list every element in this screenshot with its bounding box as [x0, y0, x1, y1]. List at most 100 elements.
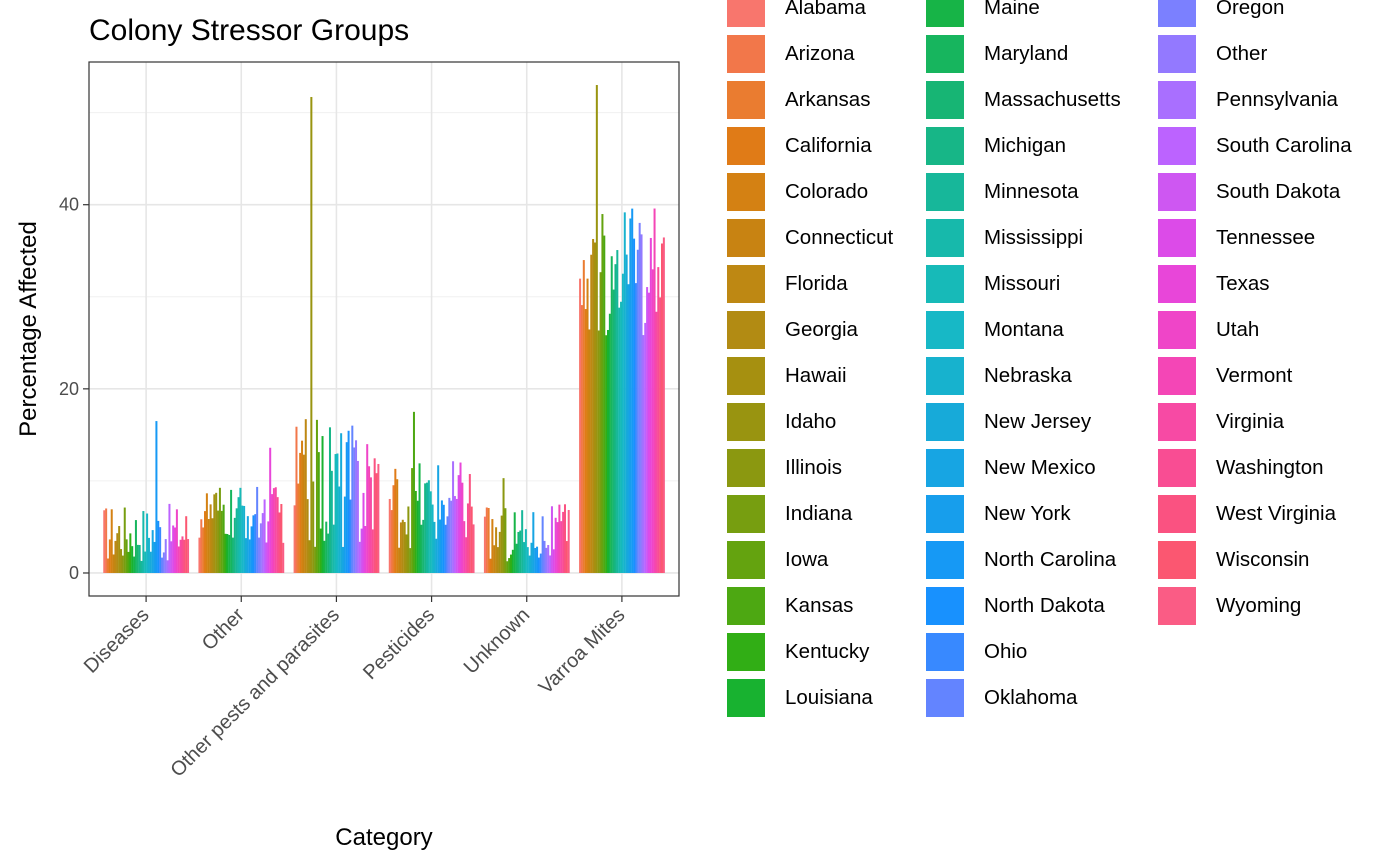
bar [528, 555, 531, 573]
legend-swatch [726, 356, 766, 396]
bar [116, 533, 119, 573]
bar [332, 524, 335, 573]
bar [340, 433, 343, 573]
legend-item: Vermont [1157, 353, 1292, 399]
bar [112, 554, 115, 573]
bar [151, 530, 154, 573]
legend-label: Wyoming [1216, 594, 1302, 617]
legend-swatch [1157, 0, 1197, 28]
bar [610, 256, 613, 573]
bar [411, 468, 414, 573]
bar [179, 539, 182, 573]
legend-swatch [1157, 494, 1197, 534]
legend-item: Ohio [925, 629, 1027, 675]
bar [319, 528, 322, 573]
bar [103, 510, 106, 573]
legend-label: North Dakota [984, 594, 1105, 617]
bar [263, 499, 266, 573]
bar [272, 488, 275, 573]
bar [603, 235, 606, 573]
bar [250, 526, 253, 573]
bar [590, 254, 593, 573]
y-tick-label: 0 [69, 563, 79, 583]
y-tick-label: 20 [59, 379, 79, 399]
legend-item: Hawaii [726, 353, 847, 399]
bar [515, 543, 518, 573]
bar [211, 518, 214, 573]
bar [442, 504, 445, 573]
bar [396, 479, 399, 573]
bar [541, 516, 544, 573]
bar [351, 425, 354, 573]
legend-label: Georgia [785, 318, 858, 341]
bar [364, 526, 367, 573]
legend-label: Ohio [984, 640, 1028, 663]
legend-swatch [1157, 448, 1197, 488]
bar [175, 509, 178, 573]
bar [256, 486, 259, 573]
bar [293, 505, 296, 573]
legend-label: Washington [1216, 456, 1324, 479]
x-tick-label: Pesticides [359, 604, 439, 684]
legend-item: Nebraska [925, 353, 1072, 399]
bar [342, 546, 345, 573]
bar [655, 311, 658, 573]
bar [601, 214, 604, 573]
legend-swatch [1157, 172, 1197, 212]
legend-item: South Carolina [1157, 123, 1352, 169]
bar [405, 534, 408, 573]
legend-swatch [726, 80, 766, 120]
bar [562, 511, 565, 573]
bar [239, 487, 242, 573]
legend-swatch [925, 80, 965, 120]
legend-label: Minnesota [984, 180, 1079, 203]
bar [422, 519, 425, 573]
legend-swatch [1157, 402, 1197, 442]
bar [461, 482, 464, 573]
legend-item: New Jersey [925, 399, 1091, 445]
bar [140, 560, 143, 573]
bar [377, 463, 380, 573]
bar [450, 500, 453, 573]
legend-item: Iowa [726, 537, 828, 583]
x-tick-label: Other [198, 604, 249, 655]
legend-swatch [726, 540, 766, 580]
bar [323, 540, 326, 573]
bar [452, 461, 455, 573]
bar [398, 547, 401, 573]
bar [248, 539, 251, 573]
bar [595, 85, 598, 573]
bar [547, 545, 550, 573]
legend-label: Massachusetts [984, 88, 1121, 111]
bar [123, 507, 126, 573]
bar [134, 520, 137, 573]
x-axis-label: Category [335, 824, 432, 851]
legend-swatch [925, 356, 965, 396]
bar [493, 545, 496, 573]
legend-item: Indiana [726, 491, 852, 537]
x-tick-label: Other pests and parasites [166, 604, 343, 781]
legend-label: Oklahoma [984, 686, 1078, 709]
bar [358, 541, 361, 573]
x-tick-label: Unknown [460, 604, 535, 679]
bar [155, 421, 158, 573]
legend-item: Pennsylvania [1157, 77, 1338, 123]
legend-swatch [925, 0, 965, 28]
bar [472, 524, 475, 573]
legend-label: Arkansas [785, 88, 871, 111]
y-axis-label: Percentage Affected [15, 221, 42, 437]
legend-label: Illinois [785, 456, 842, 479]
legend-swatch [925, 126, 965, 166]
legend-label: Nebraska [984, 364, 1072, 387]
legend-label: New York [984, 502, 1071, 525]
legend-label: Utah [1216, 318, 1260, 341]
legend-swatch [726, 34, 766, 74]
bar [508, 558, 511, 573]
legend-item: Arizona [726, 31, 855, 77]
bar [463, 521, 466, 573]
legend-swatch [726, 310, 766, 350]
bar [524, 529, 527, 573]
legend-label: Pennsylvania [1216, 88, 1338, 111]
legend-label: Alabama [785, 0, 866, 19]
